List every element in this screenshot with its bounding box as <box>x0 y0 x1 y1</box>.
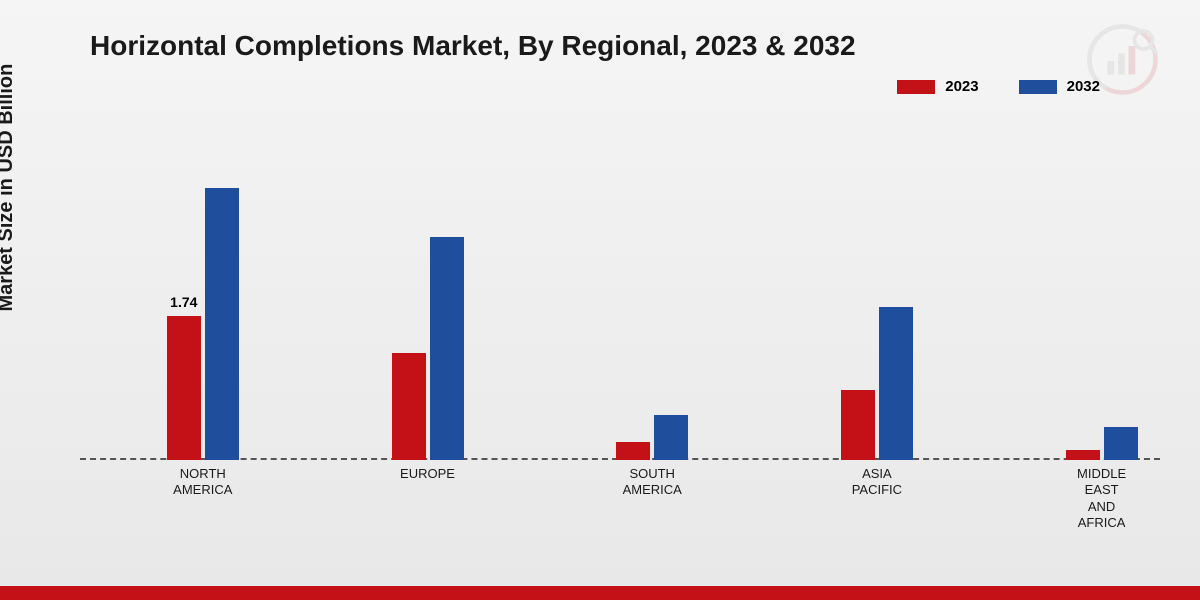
bar-group: 1.74 <box>133 188 273 460</box>
bar-2032 <box>1104 427 1138 460</box>
category-labels: NORTH AMERICA EUROPE SOUTH AMERICA ASIA PAC… <box>90 460 1160 570</box>
bar-2023 <box>841 390 875 460</box>
chart-title: Horizontal Completions Market, By Region… <box>90 30 856 62</box>
bar-2023: 1.74 <box>167 316 201 460</box>
legend-item-2032: 2032 <box>1019 78 1100 95</box>
legend-label-2023: 2023 <box>945 78 978 95</box>
bar-2032 <box>879 307 913 460</box>
category-label: MIDDLE EAST AND AFRICA <box>1032 466 1172 531</box>
legend-swatch-2023 <box>897 80 935 94</box>
legend: 2023 2032 <box>897 78 1100 95</box>
category-label: EUROPE <box>358 466 498 482</box>
bar-2023 <box>392 353 426 460</box>
bar-group <box>582 415 722 460</box>
bar-2032 <box>430 237 464 460</box>
legend-item-2023: 2023 <box>897 78 978 95</box>
legend-label-2032: 2032 <box>1067 78 1100 95</box>
bar-group <box>1032 427 1172 460</box>
bar-group <box>807 307 947 460</box>
footer-bar <box>0 586 1200 600</box>
bar-2032 <box>654 415 688 460</box>
y-axis-label: Market Size in USD Billion <box>0 64 18 312</box>
bar-value-label: 1.74 <box>170 294 197 310</box>
legend-swatch-2032 <box>1019 80 1057 94</box>
bar-2032 <box>205 188 239 460</box>
bar-2023 <box>616 442 650 460</box>
bar-2023 <box>1066 450 1100 460</box>
category-label: SOUTH AMERICA <box>582 466 722 499</box>
category-label: NORTH AMERICA <box>133 466 273 499</box>
category-label: ASIA PACIFIC <box>807 466 947 499</box>
plot-area: 1.74 <box>90 130 1160 460</box>
bar-group <box>358 237 498 460</box>
